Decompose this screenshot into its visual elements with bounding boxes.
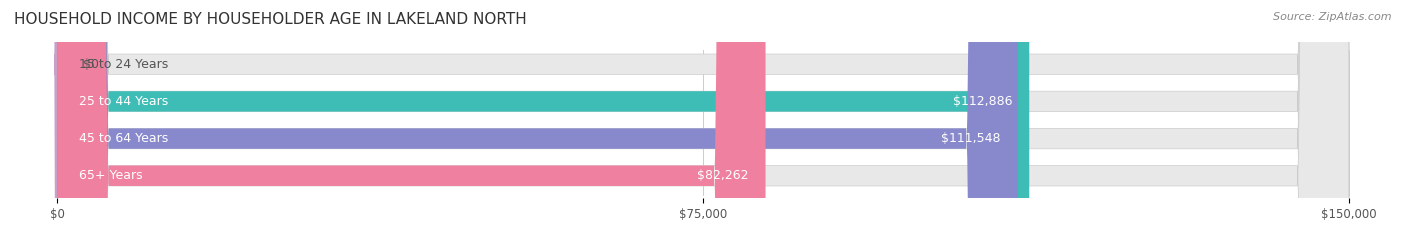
Text: 25 to 44 Years: 25 to 44 Years <box>79 95 167 108</box>
FancyBboxPatch shape <box>58 0 1348 233</box>
Text: HOUSEHOLD INCOME BY HOUSEHOLDER AGE IN LAKELAND NORTH: HOUSEHOLD INCOME BY HOUSEHOLDER AGE IN L… <box>14 12 527 27</box>
Text: $82,262: $82,262 <box>697 169 748 182</box>
FancyBboxPatch shape <box>58 0 1348 233</box>
Text: 45 to 64 Years: 45 to 64 Years <box>79 132 167 145</box>
Text: $0: $0 <box>83 58 98 71</box>
Text: 15 to 24 Years: 15 to 24 Years <box>79 58 167 71</box>
FancyBboxPatch shape <box>53 0 62 233</box>
FancyBboxPatch shape <box>58 0 1029 233</box>
FancyBboxPatch shape <box>58 0 765 233</box>
FancyBboxPatch shape <box>58 0 1348 233</box>
Text: $111,548: $111,548 <box>941 132 1001 145</box>
FancyBboxPatch shape <box>58 0 1018 233</box>
FancyBboxPatch shape <box>58 0 1348 233</box>
Text: 65+ Years: 65+ Years <box>79 169 142 182</box>
Text: Source: ZipAtlas.com: Source: ZipAtlas.com <box>1274 12 1392 22</box>
Text: $112,886: $112,886 <box>952 95 1012 108</box>
